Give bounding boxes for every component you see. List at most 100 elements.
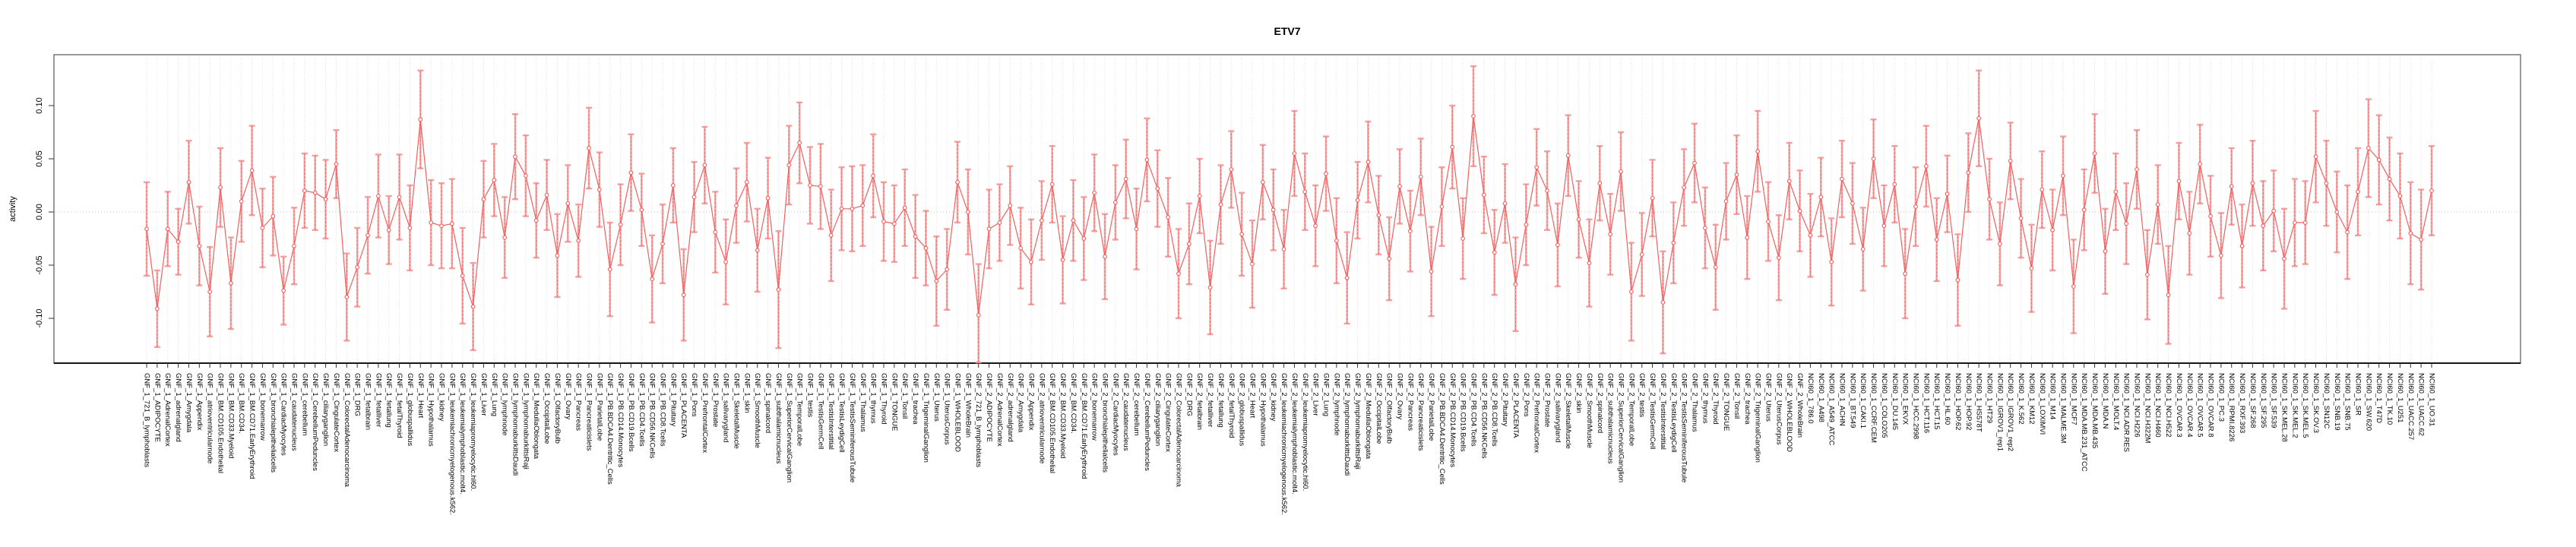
- x-tick-label: GNF_1_MedullaOblongata: [532, 373, 540, 460]
- data-point: [1460, 236, 1465, 241]
- x-tick-label: GNF_1_TestisGermCell: [816, 373, 824, 449]
- data-point: [1324, 171, 1328, 176]
- x-tick-label: GNF_1_Thyroid: [880, 373, 888, 425]
- data-point: [429, 220, 433, 225]
- x-tick-label: NCI60_1_UACC.257: [2407, 373, 2415, 440]
- data-point: [1271, 207, 1276, 213]
- x-tick-label: GNF_1_TrigeminalGanglion: [922, 373, 930, 463]
- x-tick-label: GNF_1_PB.CD56.NKCells: [648, 373, 657, 459]
- x-tick-label: GNF_2_ColorectalAdenocarcinoma: [1175, 373, 1183, 488]
- x-tick-label: NCI60_1_786.0: [1806, 373, 1815, 424]
- x-tick-label: GNF_2_subthalamicnucleus: [1606, 373, 1615, 464]
- data-point: [1945, 191, 1950, 197]
- x-tick-label: GNF_1_leukemiachronicmyelogenous.k562.: [448, 373, 456, 515]
- x-tick-label: GNF_1_trachea: [911, 373, 919, 425]
- data-point: [481, 197, 486, 202]
- data-point: [1376, 213, 1381, 218]
- data-point: [997, 220, 1002, 225]
- data-point: [524, 173, 528, 179]
- x-tick-label: GNF_2_Pancreaticislets: [1416, 373, 1425, 451]
- x-tick-label: GNF_2_Lung: [1322, 373, 1331, 416]
- data-point: [2313, 154, 2318, 160]
- data-point: [260, 226, 265, 230]
- x-tick-label: NCI60_1_OVCAR.8: [2207, 373, 2215, 437]
- x-tick-label: GNF_2_SkeletalMuscle: [1564, 373, 1572, 449]
- x-tick-label: GNF_1_CerebellumPeduncles: [311, 373, 319, 471]
- data-point: [1071, 218, 1076, 223]
- data-point: [839, 206, 844, 211]
- x-tick-label: GNF_1_BM.CD71.EarlyErythroid: [248, 373, 256, 479]
- x-tick-label: GNF_1_TemporalLobe: [796, 373, 804, 446]
- x-tick-label: GNF_2_leukemiapromyelocytic.hl60.: [1301, 373, 1309, 491]
- x-tick-label: GNF_1_salivarygland: [722, 373, 730, 442]
- data-point: [544, 192, 549, 198]
- x-tick-label: GNF_1_adrenalgland: [174, 373, 182, 442]
- x-tick-label: GNF_1_ParietalLobe: [595, 373, 603, 441]
- x-tick-label: GNF_1_cerebellum: [300, 373, 309, 435]
- data-point: [1723, 199, 1729, 204]
- x-tick-label: GNF_1_ADIPOCYTE: [153, 373, 161, 442]
- x-tick-label: GNF_2_kidney: [1269, 373, 1277, 422]
- data-point: [2029, 266, 2034, 271]
- data-point: [207, 289, 212, 294]
- data-point: [292, 243, 296, 248]
- data-point: [334, 162, 339, 166]
- x-tick-label: GNF_2_leukemialymphoblastic.molt4.: [1290, 373, 1299, 495]
- data-point: [1555, 242, 1560, 248]
- data-point: [1587, 261, 1592, 266]
- data-point: [366, 232, 370, 238]
- data-point: [2155, 202, 2160, 207]
- x-tick-label: NCI60_1_SK.OV.3: [2312, 373, 2320, 433]
- x-tick-label: GNF_2_Liver: [1312, 373, 1320, 416]
- x-tick-label: GNF_1_DRG: [353, 373, 362, 416]
- x-tick-label: NCI60_1_NCI.H460: [2154, 373, 2162, 438]
- data-point: [2261, 223, 2266, 229]
- data-point: [1608, 232, 1612, 237]
- data-point: [2008, 158, 2013, 163]
- data-point: [355, 264, 359, 270]
- data-point: [1155, 186, 1160, 191]
- data-point: [828, 232, 834, 238]
- data-point: [691, 194, 697, 200]
- x-tick-label: NCI60_1_COLO205: [1880, 373, 1888, 438]
- x-tick-label: NCI60_1_SK.MEL.2: [2290, 373, 2299, 438]
- data-point: [881, 219, 886, 224]
- x-tick-label: GNF_1_lymphomaburkittsRaji: [521, 373, 530, 470]
- data-point: [1450, 144, 1455, 150]
- x-tick-label: GNF_2_ciliaryganglion: [1154, 373, 1162, 446]
- data-point: [565, 201, 571, 206]
- x-tick-label: NCI60_1_NCI.H226: [2133, 373, 2141, 438]
- x-tick-label: GNF_2_AdrenalCortex: [995, 373, 1004, 447]
- x-tick-label: GNF_1_SkeletalMuscle: [733, 373, 741, 449]
- data-point: [986, 226, 992, 232]
- data-point: [776, 287, 781, 292]
- data-point: [955, 179, 960, 185]
- data-point: [2071, 284, 2076, 289]
- x-tick-label: GNF_2_fetalliver: [1206, 373, 1214, 427]
- data-point: [2282, 256, 2286, 261]
- data-point: [1745, 235, 1750, 240]
- x-tick-label: GNF_2_adrenalgland: [1006, 373, 1014, 442]
- data-point: [1639, 252, 1644, 257]
- x-tick-label: GNF_1_TONGUE: [890, 373, 898, 431]
- x-tick-label: GNF_2_skin: [1574, 373, 1583, 413]
- x-tick-label: NCI60_1_MDA.MB.231_ATCC: [2080, 373, 2088, 472]
- data-point: [671, 183, 676, 188]
- data-point: [386, 227, 391, 232]
- x-tick-label: GNF_1_Uterus: [932, 373, 941, 422]
- x-tick-label: GNF_1_leukemiapromyelocytic.hl60.: [469, 373, 477, 491]
- data-point: [2124, 221, 2128, 226]
- data-point: [229, 280, 233, 286]
- x-tick-label: GNF_1_lymphomaburkittsDaudi: [511, 373, 520, 476]
- x-tick-label: NCI60_1_HCT.15: [1932, 373, 1941, 429]
- data-point: [218, 185, 223, 190]
- data-point: [1482, 192, 1486, 198]
- data-point: [966, 210, 970, 214]
- data-point: [1924, 163, 1929, 169]
- data-point: [281, 288, 286, 293]
- data-point: [2092, 151, 2097, 156]
- x-tick-label: GNF_2_MedullaOblongata: [1364, 373, 1372, 460]
- x-tick-label: GNF_2_PrefrontalCortex: [1533, 373, 1541, 453]
- data-point: [555, 253, 560, 258]
